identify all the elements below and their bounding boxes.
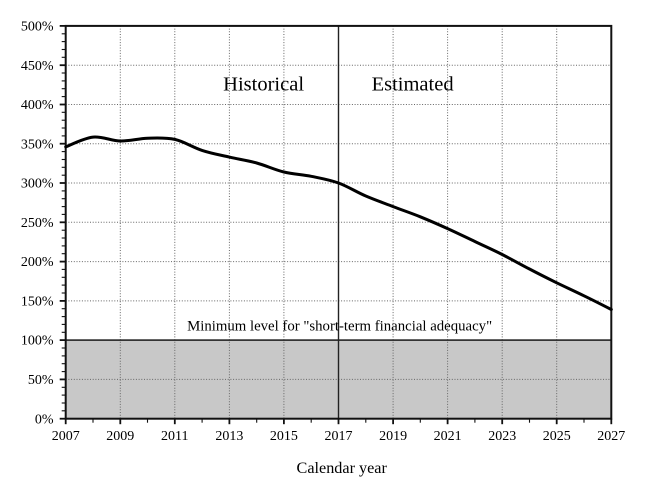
svg-text:Calendar year: Calendar year bbox=[297, 459, 388, 477]
svg-text:100%: 100% bbox=[21, 334, 54, 349]
svg-text:250%: 250% bbox=[21, 216, 54, 231]
svg-text:2015: 2015 bbox=[270, 429, 298, 444]
svg-text:450%: 450% bbox=[21, 59, 54, 74]
svg-text:2019: 2019 bbox=[379, 429, 407, 444]
svg-text:Historical: Historical bbox=[223, 74, 304, 96]
svg-text:2011: 2011 bbox=[161, 429, 188, 444]
svg-text:500%: 500% bbox=[21, 20, 54, 35]
svg-text:0%: 0% bbox=[35, 412, 54, 427]
svg-text:2009: 2009 bbox=[106, 429, 134, 444]
svg-text:2007: 2007 bbox=[52, 429, 80, 444]
svg-text:2021: 2021 bbox=[434, 429, 462, 444]
svg-text:Estimated: Estimated bbox=[372, 74, 454, 96]
svg-text:50%: 50% bbox=[28, 373, 54, 388]
svg-text:300%: 300% bbox=[21, 177, 54, 192]
svg-text:400%: 400% bbox=[21, 98, 54, 113]
svg-text:2013: 2013 bbox=[215, 429, 243, 444]
svg-text:200%: 200% bbox=[21, 255, 54, 270]
svg-text:2027: 2027 bbox=[597, 429, 625, 444]
svg-text:2017: 2017 bbox=[325, 429, 353, 444]
svg-text:350%: 350% bbox=[21, 137, 54, 152]
svg-text:2023: 2023 bbox=[488, 429, 516, 444]
svg-text:2025: 2025 bbox=[543, 429, 571, 444]
svg-text:150%: 150% bbox=[21, 295, 54, 310]
svg-text:Minimum level for "short-term: Minimum level for "short-term financial … bbox=[187, 319, 492, 335]
